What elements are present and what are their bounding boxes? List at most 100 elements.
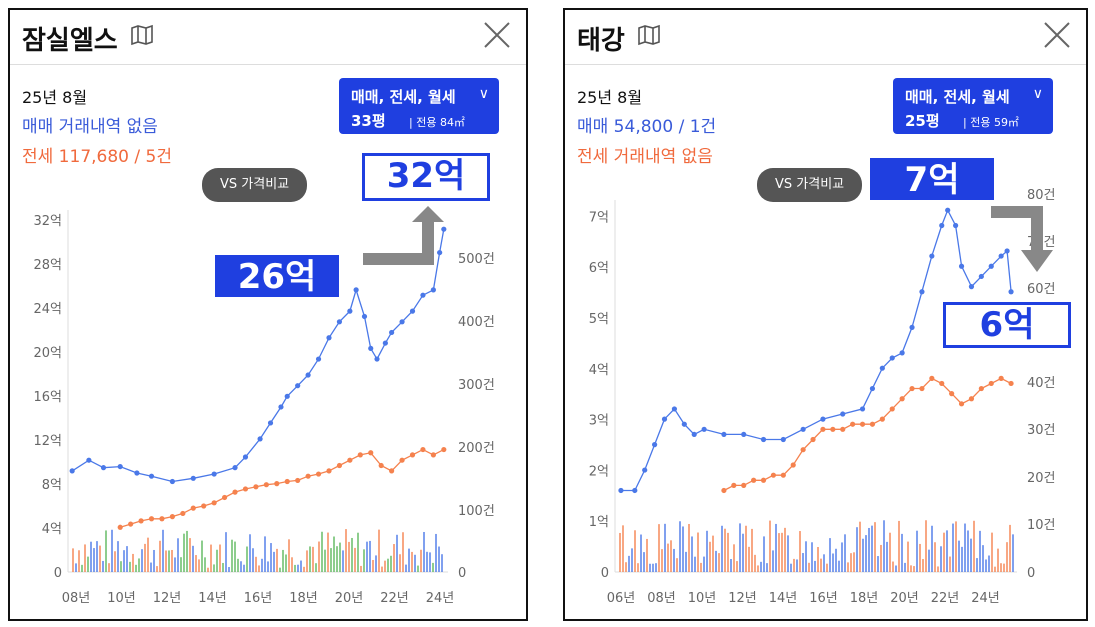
volume-bar — [108, 563, 110, 572]
series-point — [295, 477, 301, 484]
series-point — [409, 452, 416, 458]
series-point — [632, 487, 638, 494]
volume-bar — [186, 530, 188, 572]
series-point — [820, 416, 826, 422]
volume-bar — [829, 538, 831, 572]
volume-bar — [757, 565, 759, 572]
volume-bar — [685, 551, 687, 572]
y-tick-label: 2억 — [589, 464, 609, 479]
close-icon[interactable] — [1042, 20, 1072, 50]
series-point — [278, 404, 284, 410]
deal-type-selector[interactable]: 매매, 전세, 월세 ∨ 33평 | 전용 84㎡ — [339, 78, 499, 134]
volume-bar — [120, 561, 122, 572]
volume-bar — [351, 537, 353, 572]
series-point — [180, 510, 186, 517]
volume-bar — [78, 550, 80, 572]
map-icon[interactable] — [130, 24, 154, 46]
y-tick-label: 6억 — [589, 261, 609, 276]
series-point — [326, 335, 332, 341]
series-point — [919, 289, 925, 295]
volume-bar — [216, 549, 218, 572]
series-point — [721, 431, 727, 438]
series-point — [69, 468, 75, 474]
volume-bar — [988, 555, 990, 572]
y2-tick-label: 10건 — [1027, 518, 1056, 533]
volume-bar — [934, 542, 936, 572]
series-point — [100, 465, 107, 471]
series-point — [840, 426, 846, 432]
volume-bar — [931, 525, 933, 572]
volume-bar — [949, 556, 951, 572]
volume-bar — [333, 536, 335, 572]
series-point — [661, 416, 668, 422]
volume-bar — [261, 558, 263, 572]
volume-bar — [420, 549, 422, 572]
volume-bar — [634, 530, 636, 572]
y2-tick-label: 500건 — [458, 252, 495, 267]
volume-bar — [814, 560, 816, 572]
y2-tick-label: 80건 — [1027, 188, 1056, 203]
volume-bar — [300, 560, 302, 572]
volume-bar — [847, 562, 849, 572]
volume-bar — [835, 548, 837, 572]
y-tick-label: 8억 — [42, 478, 62, 493]
volume-bar — [168, 550, 170, 572]
volume-bar — [856, 527, 858, 572]
volume-bar — [375, 555, 377, 572]
volume-bar — [661, 549, 663, 572]
deal-type-selector[interactable]: 매매, 전세, 월세 ∨ 25평 | 전용 59㎡ — [893, 78, 1053, 134]
series-point — [368, 450, 374, 456]
series-point — [1008, 380, 1014, 387]
volume-bar — [964, 523, 966, 572]
volume-bar — [255, 556, 257, 572]
latest-month: 25년 8월 — [22, 88, 88, 107]
volume-bar — [123, 550, 125, 572]
series-point — [138, 518, 144, 524]
volume-bar — [147, 537, 149, 572]
volume-bar — [141, 549, 143, 572]
volume-bar — [396, 534, 398, 572]
series-point — [958, 263, 965, 269]
series-point — [869, 421, 876, 427]
volume-bar — [90, 541, 92, 572]
y-tick-label: 16억 — [33, 390, 62, 405]
series-point — [909, 324, 915, 330]
volume-bar — [372, 559, 374, 572]
series-point — [998, 375, 1004, 381]
series-point — [909, 385, 915, 392]
series-point — [949, 391, 955, 397]
volume-bar — [132, 553, 134, 572]
y-tick-label: 32억 — [33, 214, 62, 229]
volume-bar — [165, 550, 167, 572]
volume-bar — [294, 564, 296, 572]
series-point — [128, 521, 134, 527]
volume-bar — [784, 527, 786, 572]
series-point — [998, 253, 1004, 259]
series-point — [800, 426, 806, 432]
volume-bar — [886, 541, 888, 572]
area-label: | 전용 59㎡ — [963, 116, 1019, 129]
volume-bar — [270, 543, 272, 572]
x-tick-label: 10년 — [688, 591, 717, 606]
vs-compare-button[interactable]: VS 가격비교 — [202, 168, 308, 202]
size-label: 33평 — [351, 112, 386, 130]
series-point — [618, 487, 624, 494]
latest-month: 25년 8월 — [577, 88, 643, 107]
volume-bar — [766, 563, 768, 572]
volume-bar — [84, 544, 86, 572]
complex-card-taegang: 태강 25년 8월 매매 54,800 / 1건 전세 거래내역 없음 매매, … — [563, 8, 1088, 621]
series-point — [315, 471, 322, 477]
vs-compare-button[interactable]: VS 가격비교 — [757, 168, 863, 202]
volume-bar — [171, 549, 173, 572]
volume-bar — [772, 550, 774, 572]
close-icon[interactable] — [482, 20, 512, 50]
x-tick-label: 08년 — [647, 591, 676, 606]
series-point — [274, 481, 280, 487]
volume-bar — [144, 543, 146, 572]
map-icon[interactable] — [637, 24, 661, 46]
volume-bar — [940, 546, 942, 572]
volume-bar — [231, 539, 233, 572]
volume-bar — [126, 546, 128, 572]
series-point — [134, 470, 140, 476]
y-tick-label: 7억 — [589, 210, 609, 225]
